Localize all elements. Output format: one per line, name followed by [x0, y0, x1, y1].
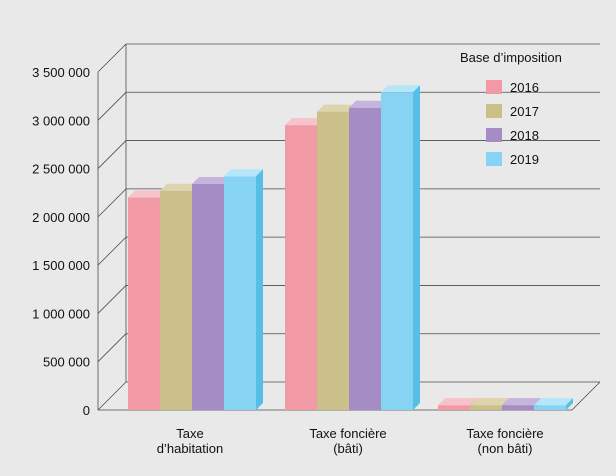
bar-front [224, 176, 256, 410]
bar-front [285, 125, 317, 410]
gridline-depth [97, 381, 127, 411]
legend-label-2019: 2019 [510, 152, 539, 167]
bar-front [534, 405, 566, 410]
bar-top [128, 190, 167, 198]
gridline-depth [97, 236, 127, 266]
bar-front [349, 107, 381, 410]
bar-top [317, 104, 356, 112]
y-axis: 0 500 000 1 000 000 1 500 000 2 000 000 2 500… [32, 65, 90, 418]
bar-top [192, 177, 231, 185]
category-label: (bâti) [333, 441, 363, 456]
bar-side [566, 398, 573, 410]
bars [128, 85, 573, 410]
bar-front [192, 184, 224, 410]
legend-swatch-2016 [486, 80, 502, 94]
category-label: (non bâti) [478, 441, 533, 456]
gridline-depth [97, 92, 127, 121]
y-tick-label: 0 [83, 403, 90, 418]
bar-front [502, 405, 534, 410]
bar-front [128, 197, 160, 410]
y-tick-label: 500 000 [43, 355, 90, 370]
gridline-depth [97, 285, 127, 314]
legend: Base d’imposition 2016 2017 2018 2019 [460, 50, 562, 167]
bar-top [224, 169, 263, 177]
bar-top [349, 100, 388, 108]
bar-2019-1 [381, 85, 420, 410]
gridline-depth [97, 43, 127, 73]
category-label: d’habitation [157, 441, 224, 456]
bar-top [285, 118, 324, 126]
category-label: Taxe foncière [309, 426, 386, 441]
legend-title: Base d’imposition [460, 50, 562, 65]
legend-label-2016: 2016 [510, 80, 539, 95]
y-tick-label: 2 000 000 [32, 210, 90, 225]
bar-front [317, 111, 349, 410]
bar-top [160, 183, 199, 191]
bar-side [256, 169, 263, 410]
legend-swatch-2018 [486, 128, 502, 142]
bar-top [438, 398, 477, 406]
bar-top [534, 398, 573, 406]
y-tick-label: 1 500 000 [32, 258, 90, 273]
y-tick-label: 1 000 000 [32, 306, 90, 321]
bar-front [381, 92, 413, 410]
legend-swatch-2017 [486, 104, 502, 118]
y-tick-label: 2 500 000 [32, 162, 90, 177]
category-label: Taxe foncière [466, 426, 543, 441]
bar-top [470, 398, 509, 406]
legend-label-2017: 2017 [510, 104, 539, 119]
gridline-depth [97, 140, 127, 169]
bar-2019-2 [534, 398, 573, 410]
category-label: Taxe [176, 426, 203, 441]
legend-swatch-2019 [486, 152, 502, 166]
bar-top [502, 398, 541, 406]
gridline-depth [97, 188, 127, 218]
bar-top [381, 85, 420, 93]
bar-front [160, 190, 192, 410]
bar-front [470, 405, 502, 410]
bar-side [413, 85, 420, 410]
gridline-depth [97, 333, 127, 362]
bar-front [438, 405, 470, 410]
floor-edge [571, 381, 601, 411]
y-tick-label: 3 000 000 [32, 113, 90, 128]
bar-2019-0 [224, 169, 263, 410]
y-tick-label: 3 500 000 [32, 65, 90, 80]
legend-label-2018: 2018 [510, 128, 539, 143]
